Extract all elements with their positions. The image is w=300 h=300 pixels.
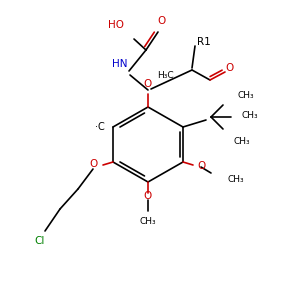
Text: Cl: Cl [35, 236, 45, 246]
Text: HO: HO [108, 20, 124, 30]
Text: CH₃: CH₃ [242, 110, 259, 119]
Text: CH₃: CH₃ [140, 217, 156, 226]
Text: O: O [157, 16, 165, 26]
Text: HN: HN [112, 59, 128, 69]
Text: O: O [144, 191, 152, 201]
Text: ·C: ·C [95, 122, 105, 132]
Text: O: O [197, 161, 205, 171]
Text: O: O [225, 63, 233, 73]
Text: R1: R1 [197, 37, 211, 47]
Text: O: O [144, 79, 152, 89]
Text: H₃C: H₃C [158, 70, 174, 80]
Text: O: O [90, 159, 98, 169]
Text: CH₃: CH₃ [233, 136, 250, 146]
Text: CH₃: CH₃ [227, 176, 244, 184]
Text: CH₃: CH₃ [237, 91, 253, 100]
